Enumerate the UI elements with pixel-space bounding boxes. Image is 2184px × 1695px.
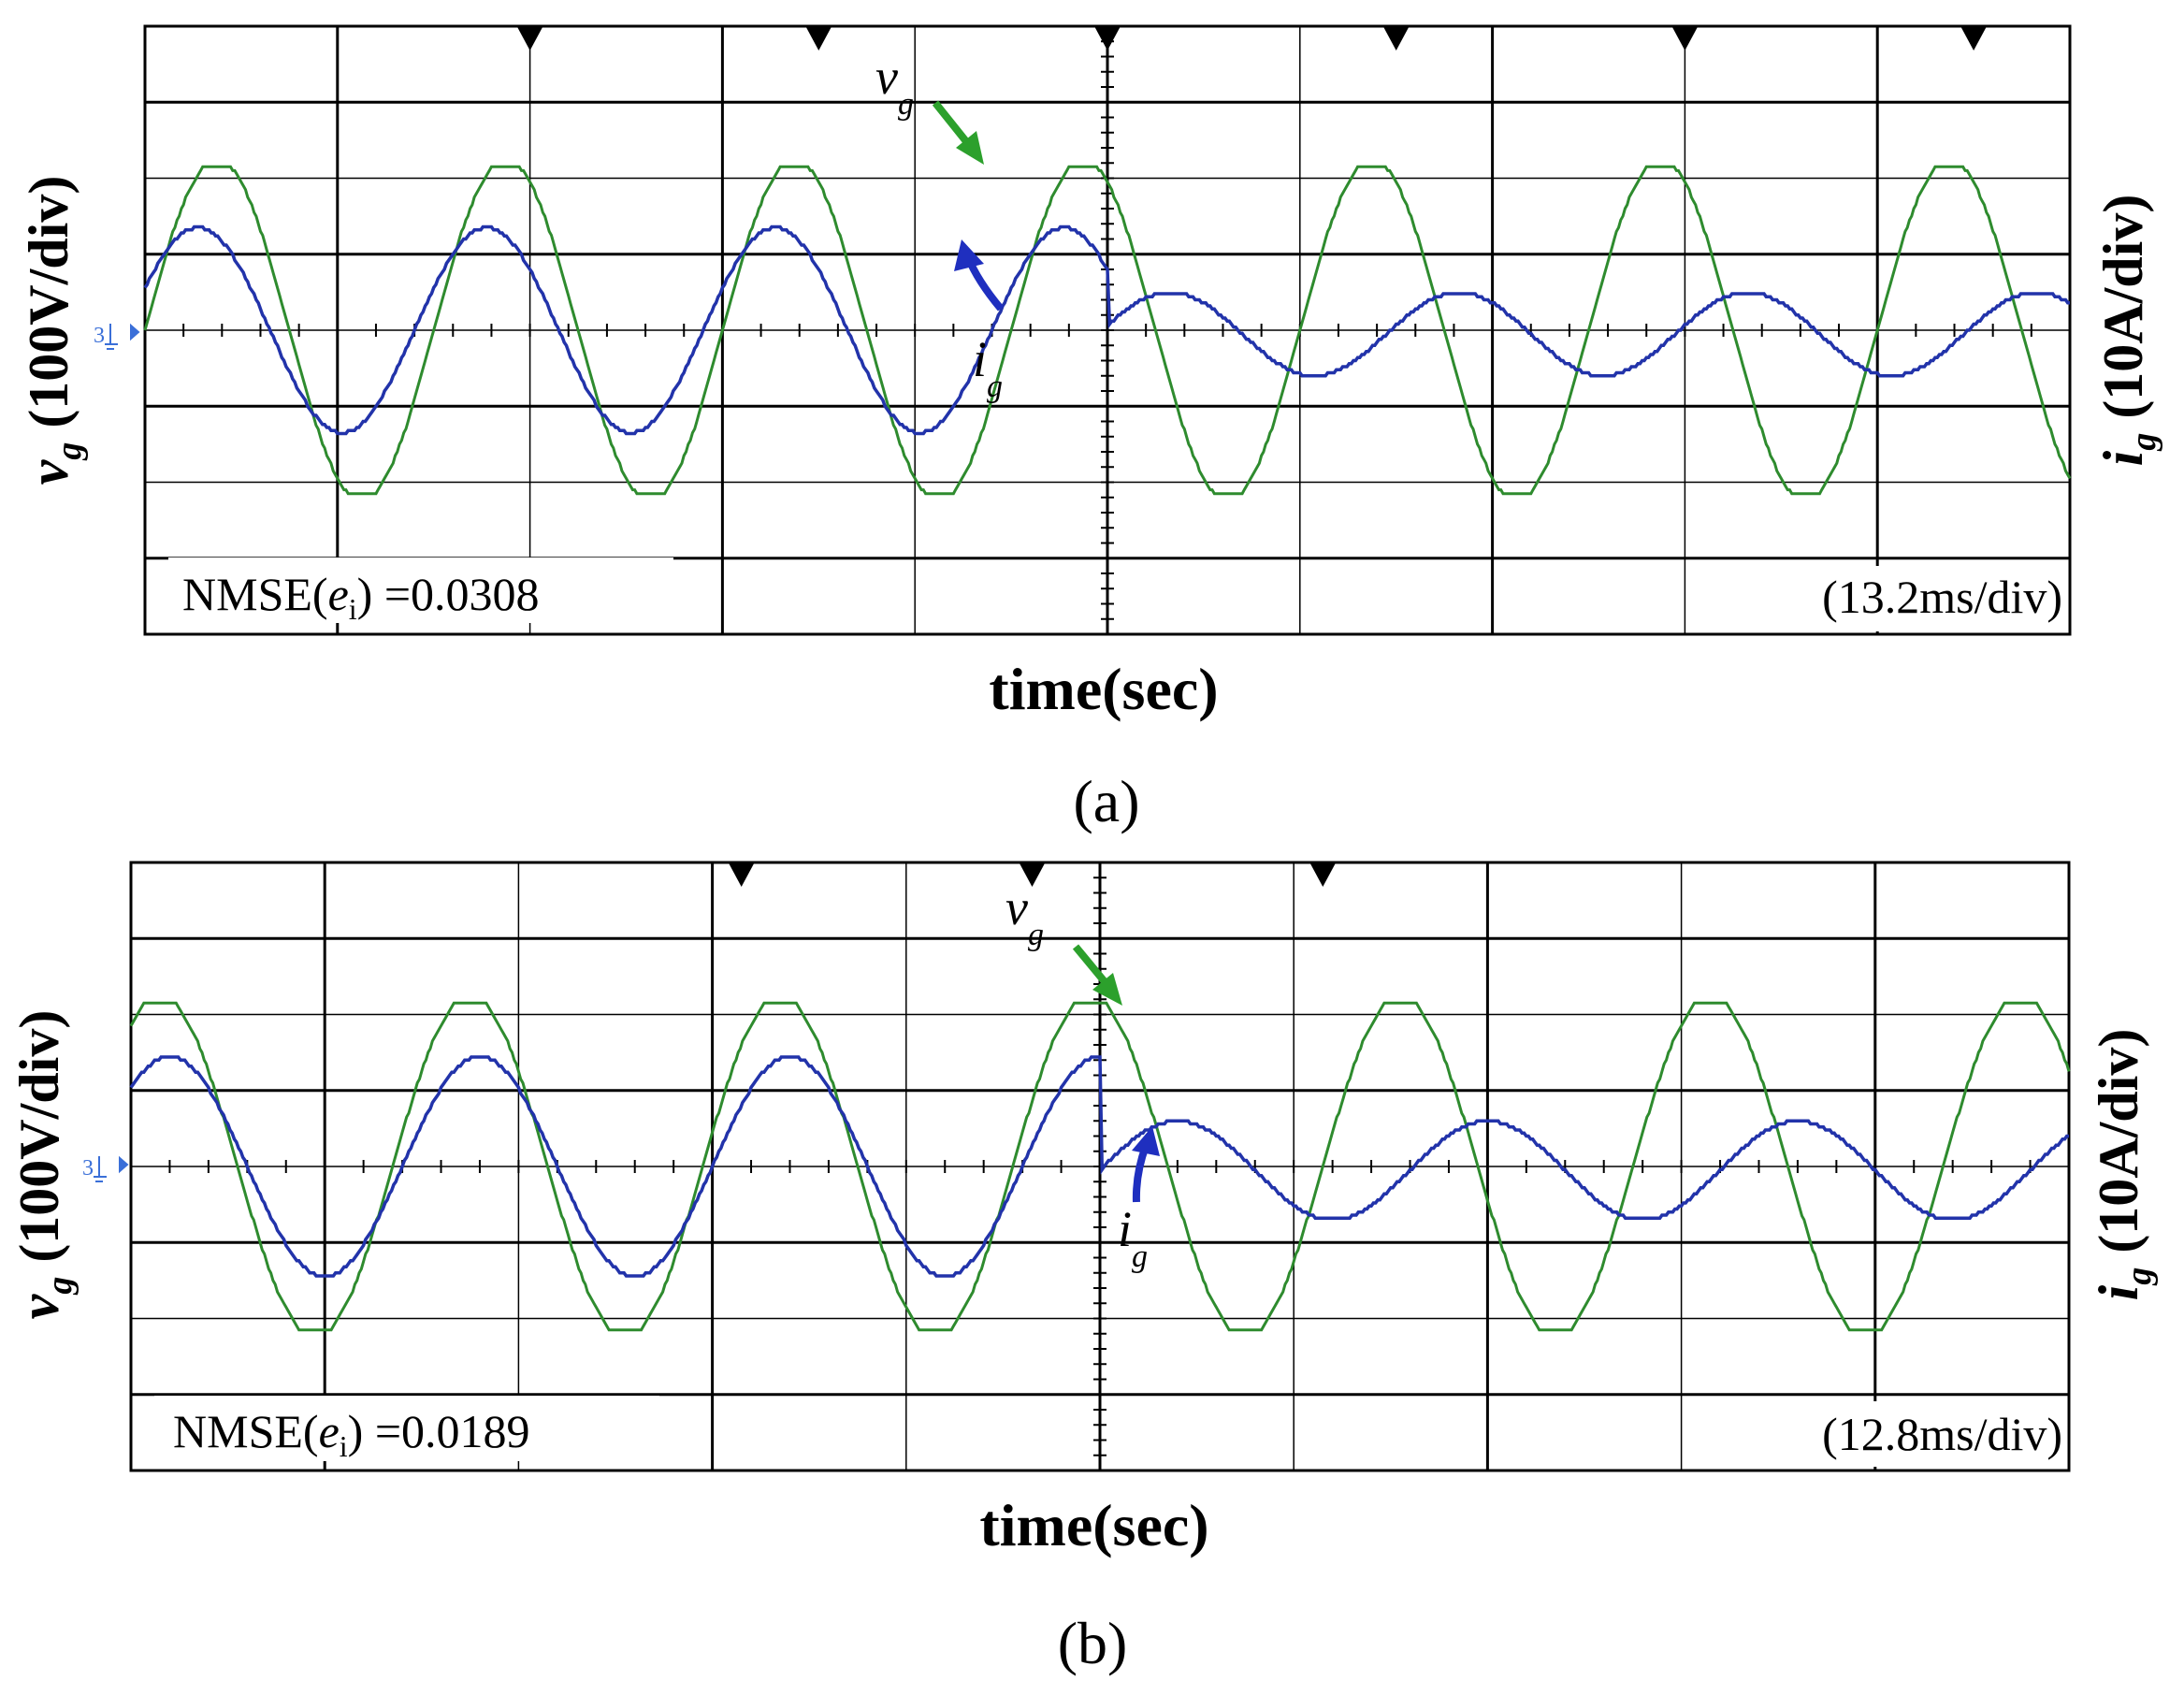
figure-panel-b: 3 vg ig NMSE(ei) =0.0189 (12.8ms/div) ti… — [0, 842, 2184, 1690]
trigger-marker — [1094, 26, 1121, 51]
caption-a: (a) — [1073, 768, 1139, 834]
svg-text:ig: ig — [1118, 1201, 1148, 1274]
arrow-i-g-head — [954, 239, 984, 271]
annotation-v-g: vg — [875, 49, 984, 165]
nmse-label: NMSE(ei) =0.0308 — [182, 568, 540, 626]
svg-text:ig: ig — [973, 331, 1003, 404]
y-axis-label-left: vg (100V/div) — [18, 176, 89, 485]
arrow-v-g-head — [1092, 973, 1122, 1006]
arrow-i-g-head — [1132, 1126, 1160, 1156]
trigger-marker — [805, 26, 832, 51]
ticks — [144, 25, 2071, 635]
series-i-g-line — [143, 225, 2070, 436]
trigger-markers — [516, 26, 1988, 51]
annotation-v-g-main: v — [875, 49, 898, 105]
ground-marker: 3 — [82, 1152, 129, 1182]
trigger-marker — [1382, 26, 1410, 51]
timebase-label: (12.8ms/div) — [1822, 1408, 2062, 1460]
annotation-i-g: ig — [954, 239, 1005, 404]
oscilloscope-chart-a: 3 vg ig NMSE(ei) =0.0308 (13.2ms/div) ti… — [18, 24, 2163, 834]
arrow-i-g — [1132, 1144, 1150, 1203]
x-axis-label: time(sec) — [979, 1492, 1208, 1558]
ground-marker-label: 3 — [82, 1156, 94, 1181]
annotation-i-g-main: i — [973, 331, 987, 387]
annotation-i-g-sub: g — [987, 369, 1003, 404]
series-i-g-line — [129, 1055, 2069, 1278]
trigger-marker — [1960, 26, 1988, 51]
annotation-i-g: ig — [1118, 1126, 1160, 1274]
svg-text:vg: vg — [1005, 879, 1044, 952]
y-axis-label-right: ig (10A/div) — [2092, 195, 2163, 467]
y-axis-label-right: ig (10A/div) — [2088, 1029, 2159, 1301]
trigger-markers — [728, 862, 1337, 887]
series-v-g-line — [129, 1001, 2071, 1332]
svg-text:vg: vg — [875, 49, 914, 122]
arrow-v-g-head — [956, 131, 984, 165]
caption-b: (b) — [1058, 1610, 1128, 1676]
ground-marker-label: 3 — [94, 324, 105, 348]
trigger-marker — [1019, 862, 1046, 887]
ground-marker: 3 — [94, 320, 140, 350]
trigger-marker — [516, 26, 543, 51]
oscilloscope-chart-b: 3 vg ig NMSE(ei) =0.0189 (12.8ms/div) ti… — [8, 861, 2159, 1676]
timebase-label: (13.2ms/div) — [1822, 571, 2062, 623]
trigger-marker — [1671, 26, 1699, 51]
trigger-marker — [728, 862, 755, 887]
annotation-v-g-sub: g — [1028, 918, 1044, 952]
annotation-i-g-sub: g — [1132, 1239, 1148, 1274]
series-v-g-line — [143, 165, 2072, 496]
figure-panel-a: 3 vg ig NMSE(ei) =0.0308 (13.2ms/div) ti… — [0, 0, 2184, 842]
nmse-label: NMSE(ei) =0.0189 — [173, 1405, 530, 1463]
x-axis-label: time(sec) — [989, 656, 1218, 722]
y-axis-label-left: vg (100V/div) — [8, 1010, 80, 1320]
annotation-v-g-main: v — [1005, 879, 1028, 935]
annotation-i-g-main: i — [1118, 1201, 1132, 1257]
trigger-marker — [1309, 862, 1337, 887]
annotation-v-g: vg — [1005, 879, 1122, 1006]
annotation-v-g-sub: g — [898, 87, 914, 122]
